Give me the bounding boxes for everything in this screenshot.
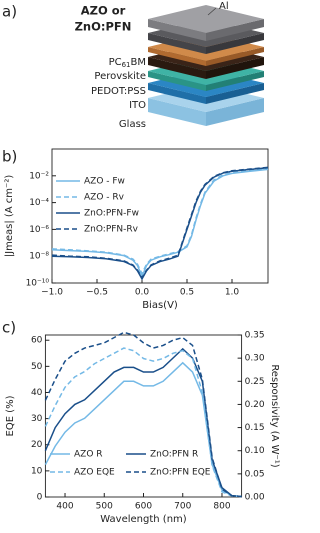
x-tick-label: −0.5 [86, 288, 108, 298]
series-line [51, 168, 269, 276]
y-tick-label: 20 [31, 440, 43, 450]
layer-label-part: BM [131, 57, 147, 68]
layer-side [148, 71, 206, 91]
series-line [51, 166, 269, 280]
layer-side [148, 19, 206, 41]
y2-tick-label: 0.05 [245, 469, 265, 479]
y-tick-label: 10 [31, 466, 43, 476]
layer-side [148, 33, 206, 54]
x-axis-label: Bias(V) [142, 300, 178, 311]
y-tick-label: 10⁻⁶ [29, 225, 49, 235]
y-tick-label: 10⁻⁸ [29, 252, 49, 262]
layer-label-part: PC [109, 57, 122, 68]
x-axis-label: Wavelength (nm) [100, 514, 186, 525]
y2-tick-label: 0.00 [245, 493, 265, 503]
layer-side [148, 47, 206, 66]
legend-label: ZnO:PFN EQE [150, 468, 211, 478]
top-label: ZnO:PFN [75, 20, 132, 34]
layer-label: PEDOT:PSS [91, 86, 146, 97]
layer-side [206, 33, 264, 54]
y-tick-label: 60 [31, 336, 43, 346]
top-label: AZO or [81, 4, 126, 18]
y-tick-label: 50 [31, 362, 43, 372]
y2-tick-label: 0.35 [245, 331, 265, 341]
y-tick-label: 0 [37, 493, 43, 503]
legend-label: AZO - Rv [84, 193, 125, 203]
layer-side [148, 98, 206, 126]
legend-label: AZO - Fw [84, 177, 125, 187]
x-tick-label: 700 [174, 502, 191, 512]
y2-tick-label: 0.10 [245, 446, 265, 456]
legend-label: AZO R [74, 450, 103, 460]
layer-side [206, 47, 264, 66]
y-tick-label: 10⁻⁴ [29, 198, 49, 208]
layer-stack [148, 5, 264, 126]
x-tick-label: 500 [96, 502, 113, 512]
plot-frame [51, 148, 269, 284]
x-tick-label: 600 [135, 502, 152, 512]
y-tick-label: 40 [31, 388, 43, 398]
layer-label: Al [219, 1, 229, 12]
x-tick-label: 800 [213, 502, 230, 512]
series-line [44, 331, 242, 498]
layer-side [206, 98, 264, 126]
panel-label: c) [2, 319, 16, 337]
panel-label: b) [2, 148, 17, 166]
y-tick-label: 10⁻¹⁰ [26, 279, 50, 289]
leader-line [207, 7, 217, 16]
x-tick-label: −1.0 [41, 288, 63, 298]
x-tick-label: 0.5 [180, 288, 194, 298]
layer-label: Perovskite [94, 71, 146, 82]
layer-top [148, 5, 264, 33]
legend-label: AZO EQE [74, 468, 115, 478]
series-line [44, 347, 242, 498]
x-tick-label: 400 [56, 502, 73, 512]
y-tick-label: 10⁻² [29, 171, 49, 181]
layer-side [206, 19, 264, 41]
x-tick-label: 0.0 [135, 288, 150, 298]
layer-label: Glass [119, 119, 146, 130]
legend-label: ZnO:PFN-Fw [84, 209, 139, 219]
x-tick-label: 1.0 [225, 288, 240, 298]
layer-side [148, 83, 206, 104]
y2-axis-label: Responsivity (A W⁻¹) [269, 364, 280, 467]
y2-tick-label: 0.25 [245, 377, 265, 387]
legend-label: ZnO:PFN-Rv [84, 225, 139, 235]
layer-side [206, 83, 264, 104]
y-tick-label: 30 [31, 414, 43, 424]
series-line [44, 347, 242, 498]
figure: a) b) c) AZO or ZnO:PFN Al PC61BM Perovs… [2, 1, 280, 525]
y-axis-label: |Jmeas| (A cm⁻²) [4, 175, 15, 258]
layer-label: PC61BM [109, 57, 146, 69]
layer-side [206, 71, 264, 91]
y2-tick-label: 0.20 [245, 400, 265, 410]
panel-label: a) [2, 3, 17, 21]
layer-side [206, 57, 264, 79]
layer-side [148, 57, 206, 79]
y-axis-label: EQE (%) [5, 395, 16, 436]
y2-tick-label: 0.30 [245, 354, 265, 364]
layer-label-sub: 61 [122, 61, 131, 69]
layer-label: ITO [129, 100, 146, 111]
legend-label: ZnO:PFN R [150, 450, 198, 460]
y2-tick-label: 0.15 [245, 423, 265, 433]
